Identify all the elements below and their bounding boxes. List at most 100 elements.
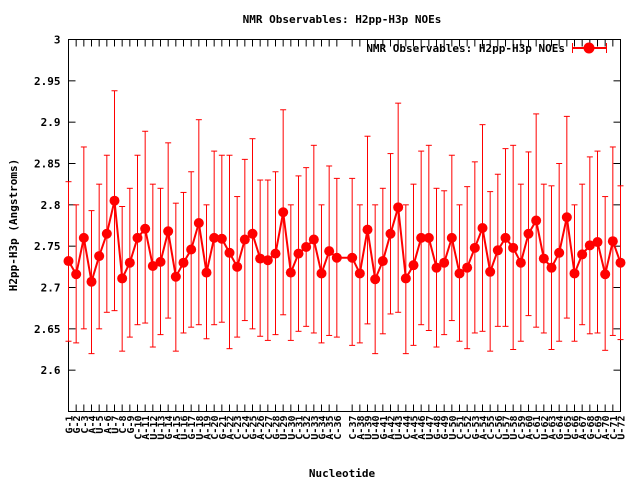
data-point — [600, 269, 611, 280]
x-tick-label: G-49 — [440, 416, 451, 440]
data-point — [546, 262, 557, 273]
data-point — [485, 266, 496, 277]
data-point — [577, 249, 588, 260]
data-point — [117, 273, 128, 284]
data-point — [400, 273, 411, 284]
y-tick-label: 2.65 — [34, 323, 61, 336]
data-point — [324, 246, 335, 257]
x-tick-label: A-26 — [256, 416, 267, 440]
x-tick-label: U-72 — [617, 416, 628, 440]
x-tick-label: A-70 — [601, 416, 612, 440]
x-axis-label: Nucleotide — [309, 467, 376, 480]
data-point — [163, 226, 174, 237]
x-tick-label: G-14 — [164, 416, 175, 440]
data-point — [347, 252, 358, 263]
x-tick-label: G-68 — [586, 416, 597, 440]
data-point — [431, 262, 442, 273]
data-point — [147, 261, 158, 272]
x-tick-label: G-48 — [433, 416, 444, 440]
data-point — [508, 242, 519, 253]
x-tick-label: C-8 — [118, 416, 129, 434]
x-tick-label: C-10 — [134, 416, 145, 440]
data-point — [94, 251, 105, 262]
x-tick-label: C-69 — [594, 416, 605, 440]
x-tick-label: G-66 — [571, 416, 582, 440]
x-tick-label: U-5 — [95, 416, 106, 434]
x-tick-label: A-67 — [578, 416, 589, 440]
data-point — [492, 245, 503, 256]
x-tick-label: C-20 — [210, 416, 221, 440]
x-tick-label: C-59 — [517, 416, 528, 440]
data-point — [377, 256, 388, 267]
x-tick-label: U-7 — [111, 416, 122, 434]
legend-label: NMR Observables: H2pp-H3p NOEs — [366, 42, 565, 55]
x-tick-label: U-12 — [149, 416, 160, 440]
x-tick-label: G-53 — [471, 416, 482, 440]
data-point — [561, 212, 572, 223]
x-tick-label: C-71 — [609, 416, 620, 440]
data-point — [247, 228, 258, 239]
x-tick-label: U-40 — [371, 416, 382, 440]
data-point — [316, 268, 327, 279]
x-tick-label: U-62 — [540, 416, 551, 440]
data-point — [71, 269, 82, 280]
data-point — [500, 232, 511, 243]
y-tick-label: 2.75 — [34, 240, 61, 253]
data-point — [132, 232, 143, 243]
data-point — [285, 267, 296, 278]
data-point — [178, 257, 189, 268]
y-tick-label: 2.95 — [34, 75, 61, 88]
legend: NMR Observables: H2pp-H3p NOEs — [366, 42, 607, 55]
data-point — [446, 232, 457, 243]
x-tick-label: A-46 — [417, 416, 428, 440]
data-point — [354, 268, 365, 279]
data-point — [462, 262, 473, 273]
x-tick-label: A-54 — [479, 416, 490, 440]
x-tick-label: C-52 — [463, 416, 474, 440]
data-point — [569, 268, 580, 279]
x-tick-label: A-4 — [88, 416, 99, 434]
x-tick-label: C-56 — [494, 416, 505, 440]
x-tick-label: G-34 — [318, 416, 329, 440]
x-tick-label: C-32 — [302, 416, 313, 440]
x-tick-label: G-21 — [218, 416, 229, 440]
data-point — [293, 248, 304, 259]
x-tick-label: U-29 — [279, 416, 290, 440]
x-tick-label: A-45 — [410, 416, 421, 440]
data-point — [270, 248, 281, 259]
data-point — [393, 202, 404, 213]
y-tick-label: 2.7 — [41, 282, 61, 295]
x-tick-label: U-39 — [364, 416, 375, 440]
data-point — [224, 247, 235, 258]
x-tick-label: C-36 — [333, 416, 344, 440]
data-point — [423, 232, 434, 243]
x-tick-label: G-2 — [72, 416, 83, 434]
x-tick-label: C-55 — [486, 416, 497, 440]
x-tick-label: A-22 — [226, 416, 237, 440]
x-tick-label: C-61 — [532, 416, 543, 440]
y-tick-label: 2.6 — [41, 364, 61, 377]
x-tick-label: U-33 — [310, 416, 321, 440]
data-point — [239, 234, 250, 245]
data-point — [531, 215, 542, 226]
x-tick-label: A-6 — [103, 416, 114, 434]
data-point — [538, 253, 549, 264]
x-tick-label: G-64 — [555, 416, 566, 440]
data-point — [193, 218, 204, 229]
x-tick-label: G-1 — [65, 416, 76, 434]
x-tick-label: G-25 — [249, 416, 260, 440]
x-tick-label: A-11 — [141, 416, 152, 440]
data-point — [408, 260, 419, 271]
x-tick-label: A-60 — [525, 416, 536, 440]
x-tick-label: U-47 — [425, 416, 436, 440]
data-point — [454, 268, 465, 279]
data-point — [439, 257, 450, 268]
x-tick-label: A-15 — [172, 416, 183, 440]
x-tick-label: U-30 — [287, 416, 298, 440]
x-tick-label: C-44 — [402, 416, 413, 440]
data-point — [607, 236, 618, 247]
y-axis-ticks: 2.6 2.65 2.7 2.75 2.8 2.85 2.9 2.95 3 — [34, 34, 621, 377]
data-point — [370, 274, 381, 285]
x-tick-label: U-50 — [448, 416, 459, 440]
